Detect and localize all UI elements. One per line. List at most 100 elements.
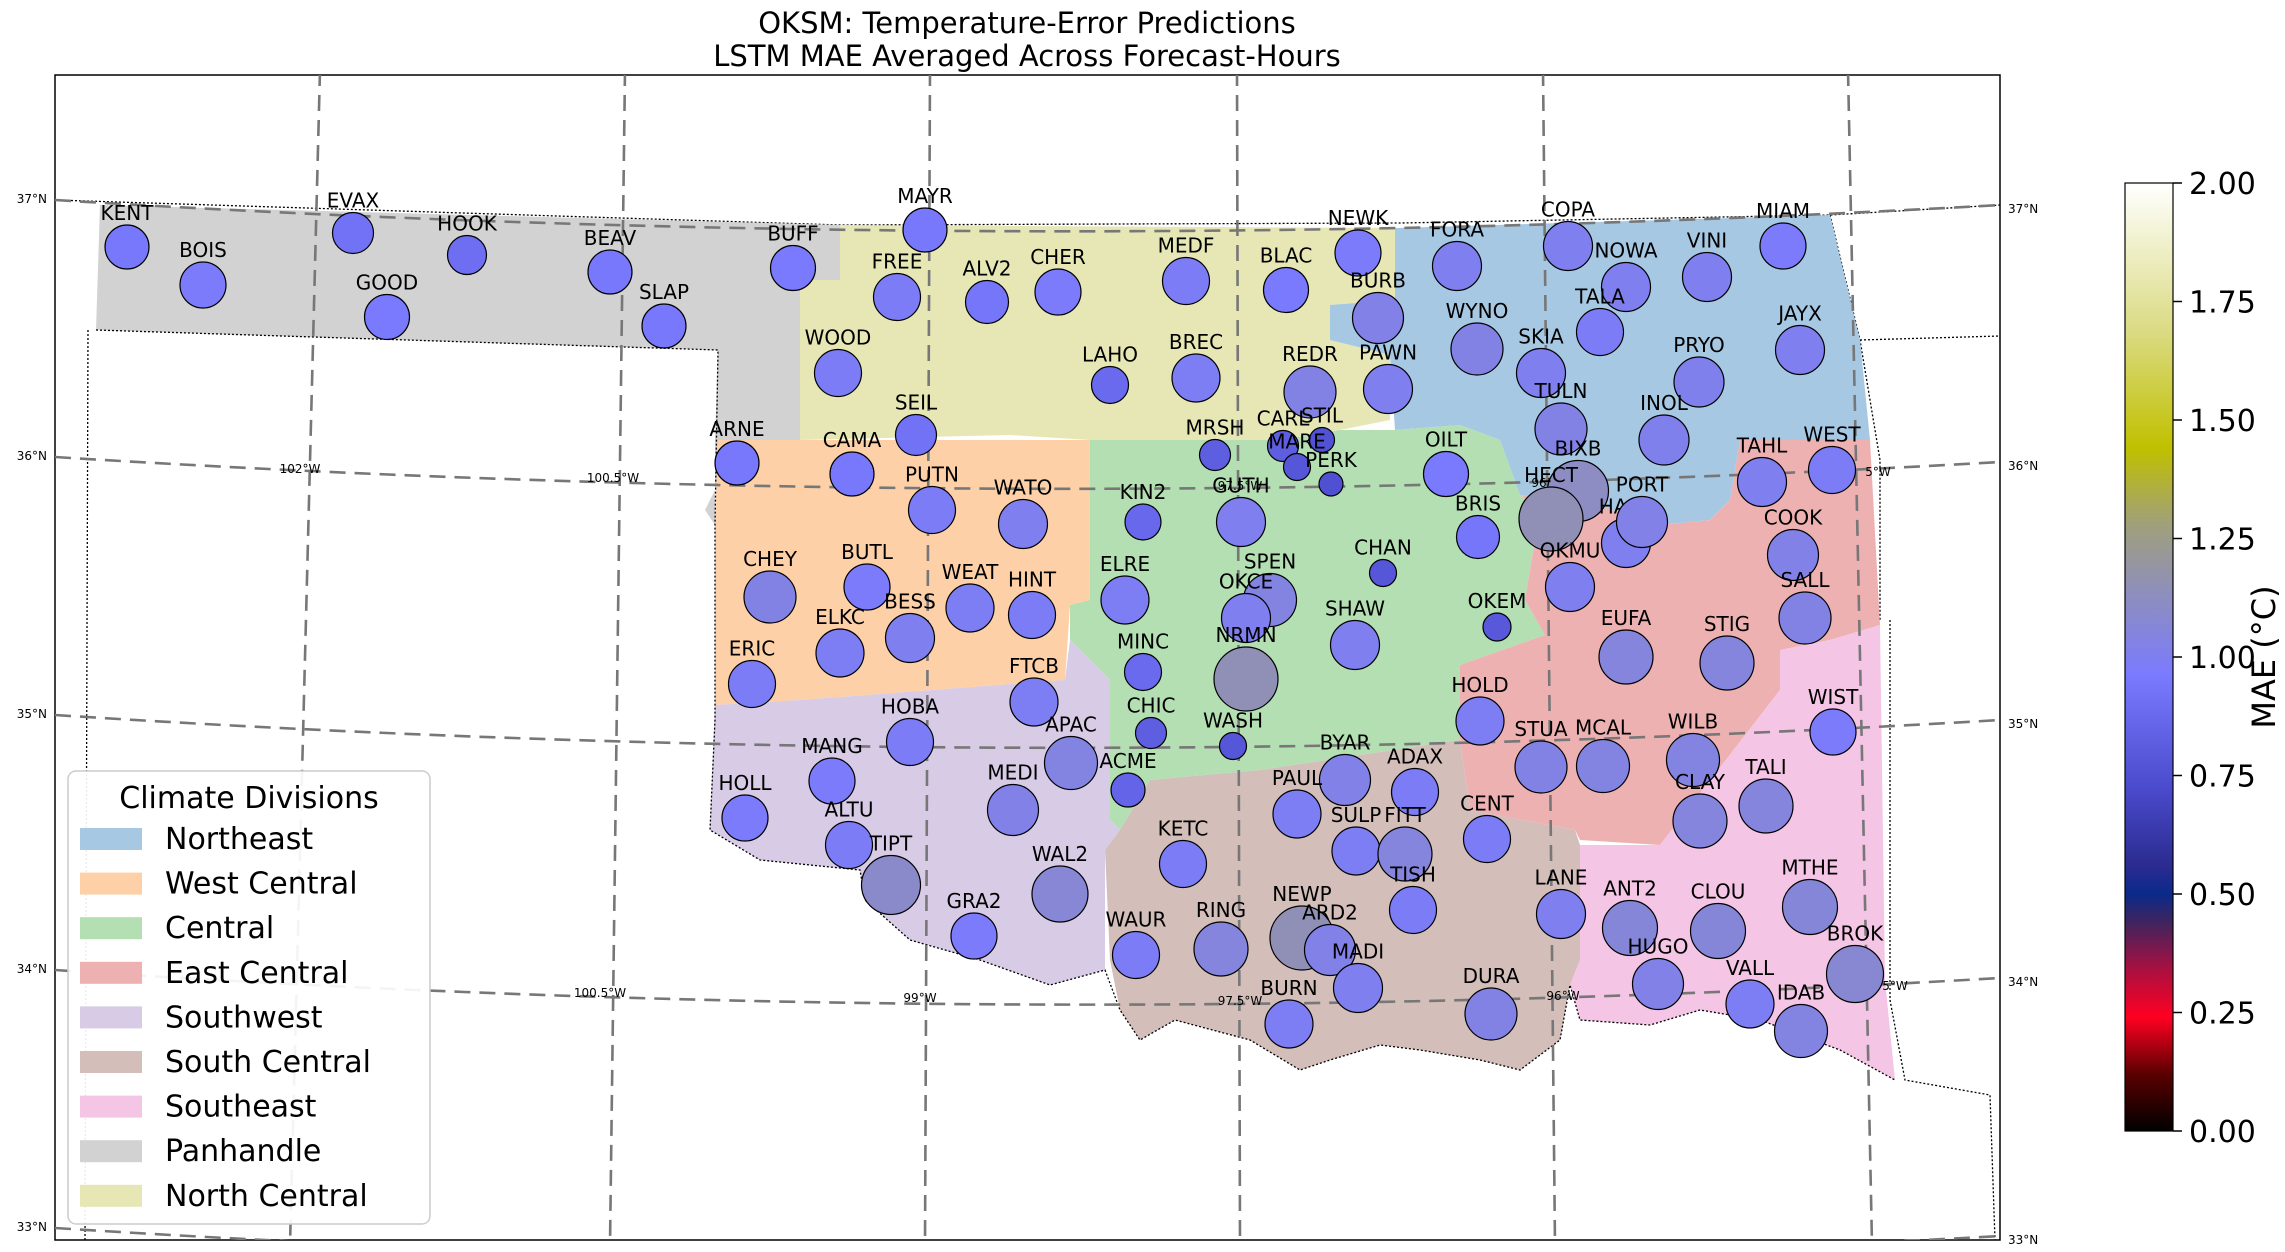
station-shaw: SHAW: [1325, 597, 1385, 671]
station-marker: [997, 498, 1049, 550]
station-bess: BESS: [884, 590, 936, 664]
station-label: WAUR: [1106, 908, 1167, 932]
station-lane: LANE: [1535, 866, 1587, 940]
station-blac: BLAC: [1260, 244, 1312, 314]
station-marker: [1111, 930, 1161, 980]
station-marker: [902, 207, 948, 253]
station-gra2: GRA2: [947, 889, 1002, 960]
legend-swatch: [80, 1184, 142, 1207]
division-south-central: [1105, 740, 1580, 1070]
legend-label: Northeast: [165, 822, 313, 857]
station-label: KIN2: [1120, 480, 1167, 504]
station-waur: WAUR: [1106, 908, 1167, 980]
station-marker: [813, 348, 863, 398]
station-hook: HOOK: [437, 212, 498, 276]
station-adax: ADAX: [1387, 745, 1443, 817]
station-label: SULP: [1331, 803, 1382, 827]
station-label: REDR: [1282, 342, 1338, 366]
legend-swatch: [80, 961, 142, 984]
station-marker: [907, 485, 957, 535]
legend-label: East Central: [165, 956, 349, 991]
station-marker: [1725, 979, 1775, 1029]
graticule-lat-labels: 37°N 36°N 35°N 34°N 33°N 37°N 36°N 35°N …: [17, 192, 2039, 1247]
station-label: CENT: [1460, 792, 1515, 816]
station-label: BOIS: [179, 238, 227, 262]
station-label: ELKC: [815, 605, 865, 629]
lon-label: 99°W: [903, 991, 936, 1005]
station-label: TALA: [1574, 285, 1625, 309]
station-marker: [884, 612, 936, 664]
legend-label: South Central: [165, 1045, 371, 1080]
station-marker: [1110, 772, 1146, 808]
station-marker: [986, 783, 1040, 837]
station-label: WEST: [1803, 423, 1861, 447]
station-marker: [1100, 575, 1150, 625]
station-marker: [641, 303, 687, 349]
station-marker: [1518, 486, 1584, 552]
station-ard2: ARD2: [1302, 901, 1358, 977]
station-label: MEDI: [987, 761, 1038, 785]
station-laho: LAHO: [1082, 343, 1138, 405]
station-label: STIL: [1301, 404, 1344, 428]
station-stua: STUA: [1514, 717, 1568, 794]
station-marker: [714, 440, 760, 486]
lon-label: 5°W: [1865, 465, 1891, 479]
station-mayr: MAYR: [897, 184, 953, 253]
station-seil: SEIL: [895, 391, 938, 457]
station-marker: [950, 912, 998, 960]
station-minc: MINC: [1117, 630, 1169, 692]
station-altu: ALTU: [824, 798, 874, 870]
station-label: ARNE: [709, 417, 764, 441]
station-label: NRMN: [1215, 623, 1276, 647]
station-label: STUA: [1514, 717, 1568, 741]
station-stig: STIG: [1699, 612, 1755, 691]
station-marker: [1542, 220, 1594, 272]
station-newk: NEWK: [1328, 206, 1389, 277]
station-label: WASH: [1203, 709, 1263, 733]
station-label: WAL2: [1032, 842, 1088, 866]
station-stil: STIL: [1301, 404, 1344, 454]
station-kent: KENT: [101, 201, 154, 270]
station-marker: [721, 794, 769, 842]
station-marker: [824, 820, 874, 870]
station-marker: [1575, 307, 1625, 357]
station-label: WOOD: [805, 326, 872, 350]
station-cook: COOK: [1764, 506, 1823, 582]
station-marker: [1329, 619, 1381, 671]
station-label: MCAL: [1575, 716, 1632, 740]
station-burn: BURN: [1260, 976, 1318, 1049]
station-label: HOBA: [881, 695, 940, 719]
station-label: BURB: [1350, 269, 1406, 293]
legend-swatch: [80, 872, 142, 895]
station-sulp: SULP: [1331, 803, 1382, 876]
station-marker: [179, 261, 227, 309]
station-buff: BUFF: [767, 222, 819, 292]
station-byar: BYAR: [1318, 731, 1372, 807]
colorbar-tick-label: 1.75: [2189, 286, 2256, 321]
division-southwest: [710, 640, 1120, 985]
station-marker: [1158, 839, 1208, 889]
station-label: NEWP: [1272, 882, 1331, 906]
station-label: RING: [1196, 898, 1246, 922]
station-label: SHAW: [1325, 597, 1385, 621]
station-label: PERK: [1305, 448, 1358, 472]
legend-item: Central: [80, 911, 274, 946]
station-label: ALV2: [962, 257, 1011, 281]
station-label: HUGO: [1628, 935, 1689, 959]
station-marker: [1264, 999, 1314, 1049]
legend-title: Climate Divisions: [119, 781, 378, 816]
lat-label-left: 36°N: [17, 449, 47, 463]
division-northeast: [1330, 215, 1870, 525]
station-marker: [1362, 363, 1414, 415]
station-marker: [1535, 888, 1587, 940]
station-label: SEIL: [895, 391, 938, 415]
station-label: CHER: [1030, 245, 1086, 269]
colorbar-label: MAE (°C): [2245, 585, 2283, 728]
station-beav: BEAV: [584, 226, 637, 295]
station-perk: PERK: [1305, 448, 1358, 497]
station-label: GOOD: [356, 271, 418, 295]
station-label: GRA2: [947, 889, 1002, 913]
colorbar-ticks: 0.00 0.25 0.50 0.75 1.00 1.25 1.50 1.75 2.00: [2173, 167, 2256, 1150]
lon-label: 97.5°W: [1218, 994, 1263, 1008]
station-arne: ARNE: [709, 417, 765, 486]
